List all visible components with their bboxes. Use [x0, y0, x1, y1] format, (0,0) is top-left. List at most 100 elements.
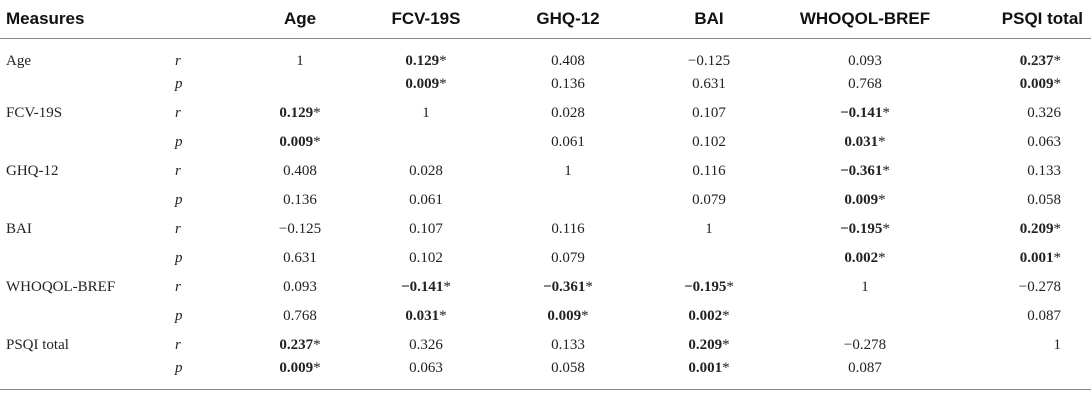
cell-value: −0.361 — [840, 163, 883, 179]
value-cell: −0.278 — [779, 331, 951, 360]
cell-value: 0.061 — [409, 192, 443, 208]
table-body: Age r 1 0.129* 0.408 −0.125 0.093 0.237* p 0.009*… — [0, 39, 1091, 390]
value-cell: 0.209* — [639, 331, 779, 360]
significance-marker: * — [439, 76, 447, 92]
value-cell: 0.061 — [497, 128, 639, 157]
significance-marker: * — [726, 279, 734, 295]
cell-value: 0.087 — [1027, 308, 1061, 324]
measure-name — [0, 128, 175, 157]
value-cell: 0.009* — [951, 70, 1091, 99]
value-cell: 0.028 — [355, 157, 497, 186]
cell-value: 0.133 — [551, 337, 585, 353]
cell-value: 0.102 — [692, 134, 726, 150]
stat-label: r — [175, 279, 181, 295]
table-row: p 0.136 0.061 0.079 0.009* 0.058 — [0, 186, 1091, 215]
value-cell: 1 — [639, 215, 779, 244]
significance-marker: * — [1053, 53, 1062, 69]
value-cell: 0.102 — [355, 244, 497, 273]
stat-label: p — [175, 192, 183, 208]
cell-value: 0.058 — [551, 360, 585, 376]
value-cell: 0.028 — [497, 99, 639, 128]
value-cell: 0.209* — [951, 215, 1091, 244]
cell-value: 0.408 — [551, 53, 585, 69]
table-header: Measures Age FCV-19S GHQ-12 BAI WHOQOL-B… — [0, 0, 1091, 39]
value-cell: 0.631 — [245, 244, 355, 273]
cell-value: 0.133 — [1027, 163, 1061, 179]
value-cell: −0.141* — [355, 273, 497, 302]
value-cell: 0.087 — [951, 302, 1091, 331]
significance-marker: * — [313, 134, 321, 150]
cell-value: 0.009 — [405, 76, 440, 92]
stat-label: p — [175, 134, 183, 150]
cell-value: 1 — [861, 279, 869, 295]
table-row: p 0.009* 0.063 0.058 0.001* 0.087 — [0, 360, 1091, 390]
cell-value: 0.136 — [551, 76, 585, 92]
measure-name: FCV-19S — [6, 105, 63, 121]
value-cell: 0.058 — [951, 186, 1091, 215]
header-measures: Measures — [0, 0, 175, 39]
table-row: p 0.009* 0.136 0.631 0.768 0.009* — [0, 70, 1091, 99]
cell-value: 0.009 — [1019, 76, 1054, 92]
header-age: Age — [245, 0, 355, 39]
value-cell: 0.061 — [355, 186, 497, 215]
table-row: p 0.768 0.031* 0.009* 0.002* 0.087 — [0, 302, 1091, 331]
cell-value: 0.116 — [692, 163, 726, 179]
significance-marker: * — [882, 221, 890, 237]
cell-value: −0.125 — [687, 53, 731, 69]
value-cell: 0.058 — [497, 360, 639, 390]
value-cell: 0.631 — [639, 70, 779, 99]
cell-value: 0.093 — [283, 279, 317, 295]
measure-name: WHOQOL-BREF — [6, 279, 116, 295]
significance-marker: * — [878, 134, 886, 150]
cell-value: −0.278 — [843, 337, 887, 353]
value-cell: 0.237* — [245, 331, 355, 360]
cell-value: 0.009 — [844, 192, 879, 208]
value-cell: 0.009* — [497, 302, 639, 331]
value-cell: 1 — [245, 39, 355, 71]
header-ghq-12: GHQ-12 — [497, 0, 639, 39]
cell-value: −0.278 — [1018, 279, 1061, 295]
value-cell: 0.031* — [779, 128, 951, 157]
stat-label: r — [175, 53, 181, 69]
significance-marker: * — [439, 308, 447, 324]
cell-value: −0.141 — [401, 279, 444, 295]
significance-marker: * — [585, 279, 593, 295]
value-cell — [779, 302, 951, 331]
value-cell: −0.195* — [779, 215, 951, 244]
cell-value: 0.116 — [551, 221, 585, 237]
cell-value: 0.002 — [844, 250, 879, 266]
value-cell: 0.326 — [951, 99, 1091, 128]
header-bai: BAI — [639, 0, 779, 39]
value-cell: −0.125 — [639, 39, 779, 71]
stat-label: p — [175, 308, 183, 324]
table-row: BAI r −0.125 0.107 0.116 1 −0.195* 0.209* — [0, 215, 1091, 244]
significance-marker: * — [882, 163, 890, 179]
significance-marker: * — [1053, 76, 1062, 92]
table-row: PSQI total r 0.237* 0.326 0.133 0.209* −0.278 1 — [0, 331, 1091, 360]
cell-value: 0.136 — [283, 192, 317, 208]
cell-value: 0.326 — [409, 337, 443, 353]
significance-marker: * — [313, 105, 321, 121]
value-cell: 0.408 — [245, 157, 355, 186]
significance-marker: * — [1053, 250, 1062, 266]
value-cell: 0.093 — [779, 39, 951, 71]
cell-value: 0.063 — [409, 360, 443, 376]
significance-marker: * — [882, 105, 890, 121]
cell-value: 0.001 — [1019, 250, 1054, 266]
header-whoqol-bref: WHOQOL-BREF — [779, 0, 951, 39]
cell-value: −0.141 — [840, 105, 883, 121]
value-cell: 0.133 — [497, 331, 639, 360]
significance-marker: * — [878, 250, 886, 266]
value-cell: 0.002* — [779, 244, 951, 273]
value-cell: −0.141* — [779, 99, 951, 128]
significance-marker: * — [439, 53, 447, 69]
stat-label: r — [175, 105, 181, 121]
value-cell: 0.063 — [355, 360, 497, 390]
value-cell: 0.107 — [355, 215, 497, 244]
stat-label: r — [175, 337, 181, 353]
cell-value: 0.326 — [1027, 105, 1061, 121]
cell-value: 0.631 — [692, 76, 726, 92]
table-row: GHQ-12 r 0.408 0.028 1 0.116 −0.361* 0.133 — [0, 157, 1091, 186]
cell-value: −0.361 — [543, 279, 586, 295]
